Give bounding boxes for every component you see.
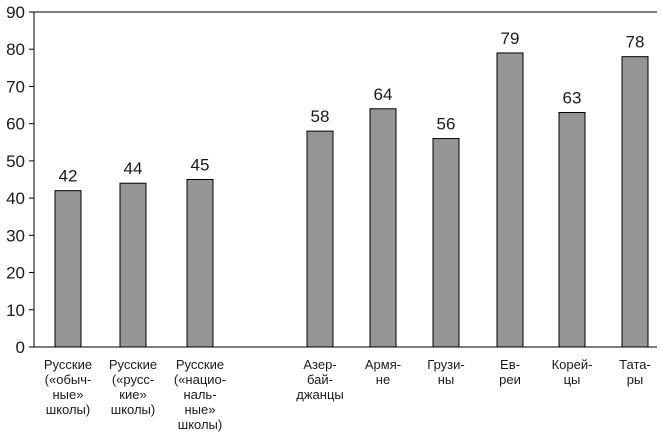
data-label: 44 (124, 159, 143, 178)
category-label: школы) (46, 402, 90, 417)
y-tick-label: 40 (6, 189, 25, 208)
data-label: 56 (437, 115, 456, 134)
category-label: ны (438, 372, 455, 387)
bar (186, 179, 214, 348)
bar (306, 130, 334, 348)
bars (54, 52, 649, 348)
category-label: Русские (109, 357, 157, 372)
data-label: 78 (626, 33, 645, 52)
category-label: («нацио- (174, 372, 226, 387)
category-label: ные» (53, 387, 84, 402)
category-label: Корей- (552, 357, 593, 372)
y-tick-label: 20 (6, 264, 25, 283)
category-label: Русские (176, 357, 224, 372)
data-label: 58 (311, 107, 330, 126)
data-label: 42 (59, 167, 78, 186)
y-tick-label: 10 (6, 301, 25, 320)
y-tick-label: 50 (6, 152, 25, 171)
category-label: Русские (44, 357, 92, 372)
bar (432, 138, 460, 348)
category-label: школы) (178, 417, 222, 432)
category-label: кие» (119, 387, 146, 402)
category-label: реи (499, 372, 521, 387)
bar (621, 56, 649, 348)
category-label: ры (627, 372, 644, 387)
data-label: 63 (563, 89, 582, 108)
category-label: Азер- (303, 357, 336, 372)
labels: 42Русские(«обыч-ные»школы)44Русские(«рус… (44, 29, 651, 432)
y-tick-label: 0 (16, 338, 25, 357)
data-label: 64 (374, 85, 393, 104)
category-label: джанцы (296, 387, 343, 402)
bar (369, 108, 397, 348)
bar (54, 190, 82, 348)
category-label: не (376, 372, 390, 387)
y-tick-label: 70 (6, 77, 25, 96)
data-label: 79 (501, 29, 520, 48)
data-label: 45 (191, 156, 210, 175)
category-label: Грузи- (427, 357, 464, 372)
bar (496, 52, 524, 348)
y-tick-label: 90 (6, 3, 25, 22)
y-tick-label: 80 (6, 40, 25, 59)
category-label: Тата- (619, 357, 651, 372)
y-tick-label: 30 (6, 226, 25, 245)
category-label: школы) (111, 402, 155, 417)
category-label: цы (564, 372, 581, 387)
category-label: наль- (183, 387, 216, 402)
y-tick-label: 60 (6, 115, 25, 134)
category-label: Армя- (365, 357, 401, 372)
bar (119, 182, 147, 348)
category-label: бай- (307, 372, 333, 387)
bar (558, 112, 586, 348)
category-label: ные» (185, 402, 216, 417)
category-label: («обыч- (45, 372, 92, 387)
category-label: Ев- (500, 357, 520, 372)
category-label: («русс- (112, 372, 154, 387)
